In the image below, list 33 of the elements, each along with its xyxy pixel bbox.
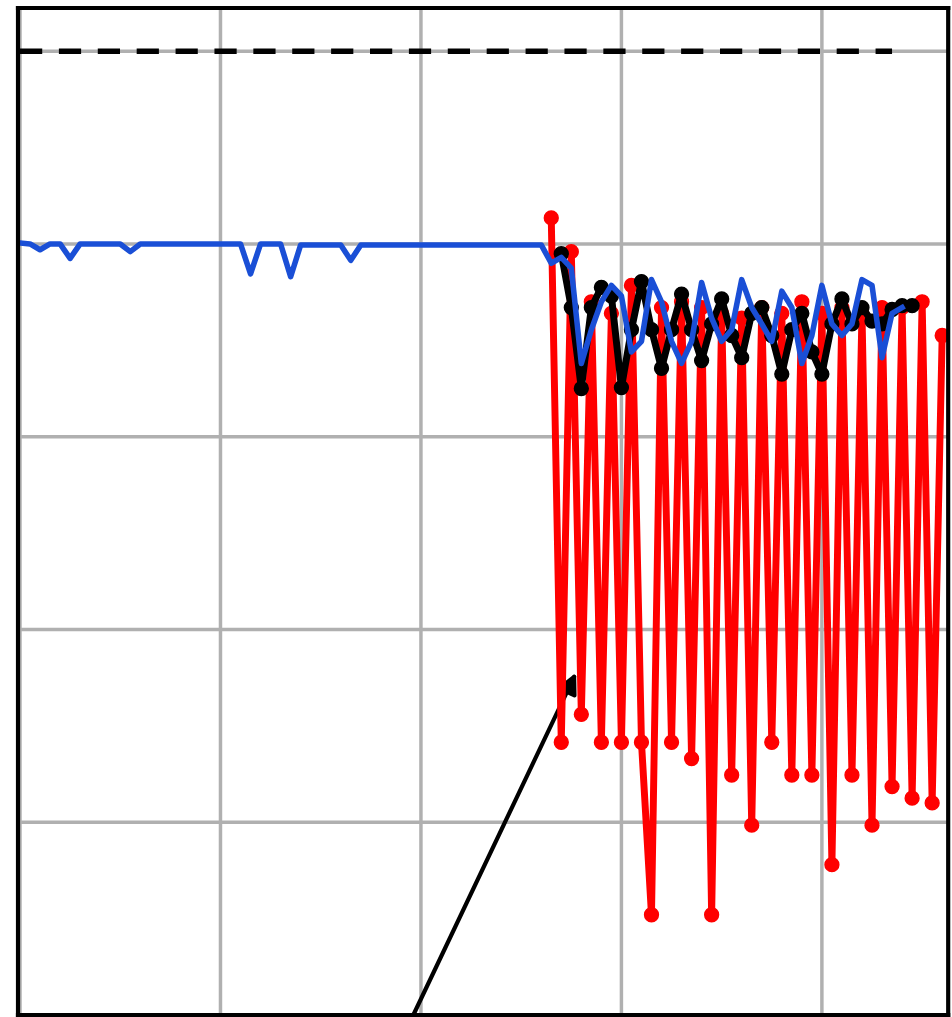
point <box>593 734 610 750</box>
point <box>924 795 940 811</box>
point <box>573 706 589 722</box>
point <box>613 379 630 396</box>
point <box>784 767 800 783</box>
point <box>683 750 700 767</box>
point <box>794 305 810 321</box>
point <box>653 360 670 376</box>
point <box>663 734 680 750</box>
point <box>543 210 559 226</box>
point <box>734 350 750 366</box>
point <box>814 366 830 382</box>
point <box>573 380 589 397</box>
point <box>633 734 650 750</box>
point <box>884 778 900 795</box>
point <box>864 817 880 833</box>
point <box>724 767 740 783</box>
point <box>824 857 840 873</box>
point <box>553 734 569 750</box>
point <box>643 907 660 923</box>
point <box>804 767 820 783</box>
point <box>633 273 650 290</box>
point <box>744 817 760 833</box>
point <box>904 790 920 806</box>
point <box>934 327 949 344</box>
point <box>714 291 730 307</box>
point <box>774 366 790 382</box>
point <box>844 767 860 783</box>
point <box>703 907 720 923</box>
point <box>693 352 710 369</box>
point <box>764 734 780 750</box>
point <box>613 734 630 750</box>
point <box>673 286 690 302</box>
